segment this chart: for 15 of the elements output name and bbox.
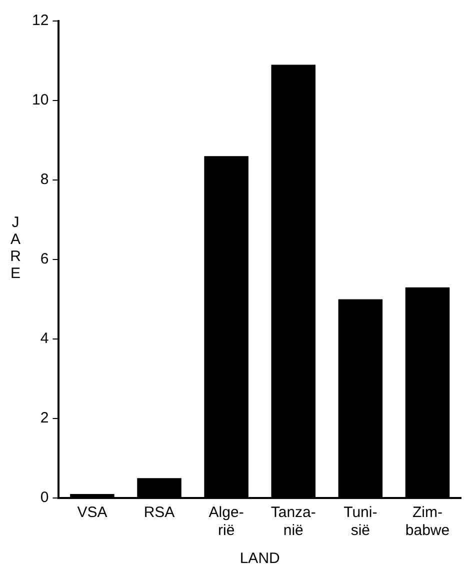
y-tick-label: 4 — [40, 330, 49, 348]
x-axis-title: LAND — [240, 550, 280, 568]
x-tick-label: Tanza- nië — [270, 504, 316, 540]
y-tick-label: 10 — [32, 92, 49, 109]
y-tick-label: 12 — [32, 12, 49, 30]
x-tick-label: Zim- babwe — [405, 504, 450, 540]
y-tick-label: 6 — [40, 250, 49, 268]
y-tick-label: 8 — [40, 171, 49, 188]
y-tick-label: 0 — [40, 489, 49, 506]
y-axis-title: JARE — [7, 214, 24, 282]
x-tick-label: Tuni- sië — [344, 504, 378, 540]
x-tick-label: Alge- rië — [208, 504, 244, 540]
x-tick-label: RSA — [144, 504, 175, 522]
x-tick-label: VSA — [77, 504, 108, 522]
y-tick-label: 2 — [40, 410, 49, 427]
